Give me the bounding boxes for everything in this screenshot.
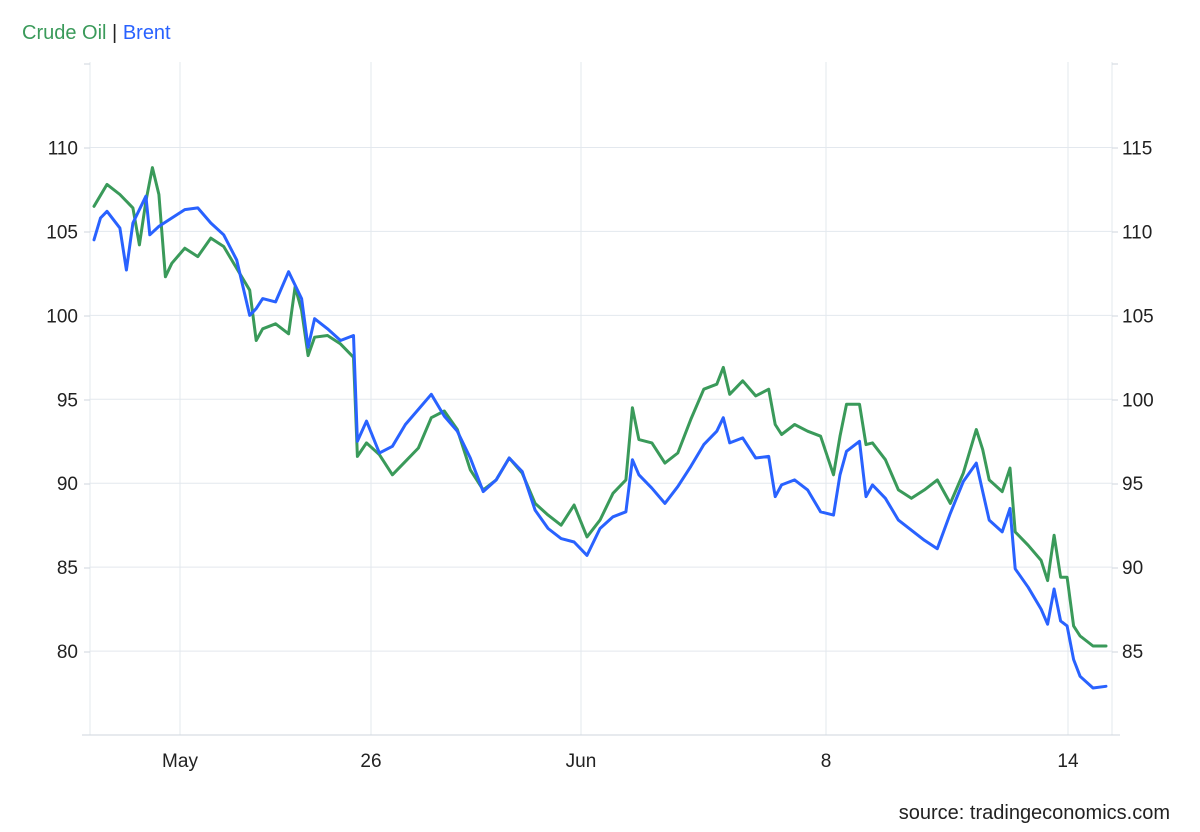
legend-separator: | xyxy=(112,22,118,44)
y-right-tick-label: 105 xyxy=(1122,306,1154,327)
y-right-tick-label: 85 xyxy=(1122,642,1143,663)
y-right-tick-label: 90 xyxy=(1122,558,1143,579)
source-note: source: tradingeconomics.com xyxy=(898,802,1170,824)
y-left-tick-label: 105 xyxy=(46,222,78,243)
legend-crude-oil[interactable]: Crude Oil xyxy=(22,22,107,44)
x-tick-label: 26 xyxy=(360,751,381,772)
y-left-tick-label: 100 xyxy=(46,306,78,327)
y-left-tick-label: 85 xyxy=(57,558,78,579)
y-left-tick-label: 110 xyxy=(48,139,78,160)
x-tick-label: 8 xyxy=(821,751,832,772)
x-tick-label: 14 xyxy=(1057,751,1079,772)
x-tick-label: Jun xyxy=(566,751,597,772)
legend-brent[interactable]: Brent xyxy=(122,22,171,44)
series-brent-line xyxy=(92,194,1108,690)
y-right-tick-label: 115 xyxy=(1122,139,1152,160)
y-right-tick-label: 100 xyxy=(1122,390,1154,411)
series-crude-oil-line xyxy=(92,166,1108,648)
y-left-tick-label: 90 xyxy=(57,474,78,495)
y-right-tick-label: 110 xyxy=(1122,222,1152,243)
y-left-tick-label: 95 xyxy=(57,390,78,411)
x-tick-label: May xyxy=(162,751,198,772)
y-right-tick-label: 95 xyxy=(1122,474,1143,495)
legend: Crude Oil | Brent xyxy=(22,20,171,46)
y-left-tick-label: 80 xyxy=(57,642,78,663)
